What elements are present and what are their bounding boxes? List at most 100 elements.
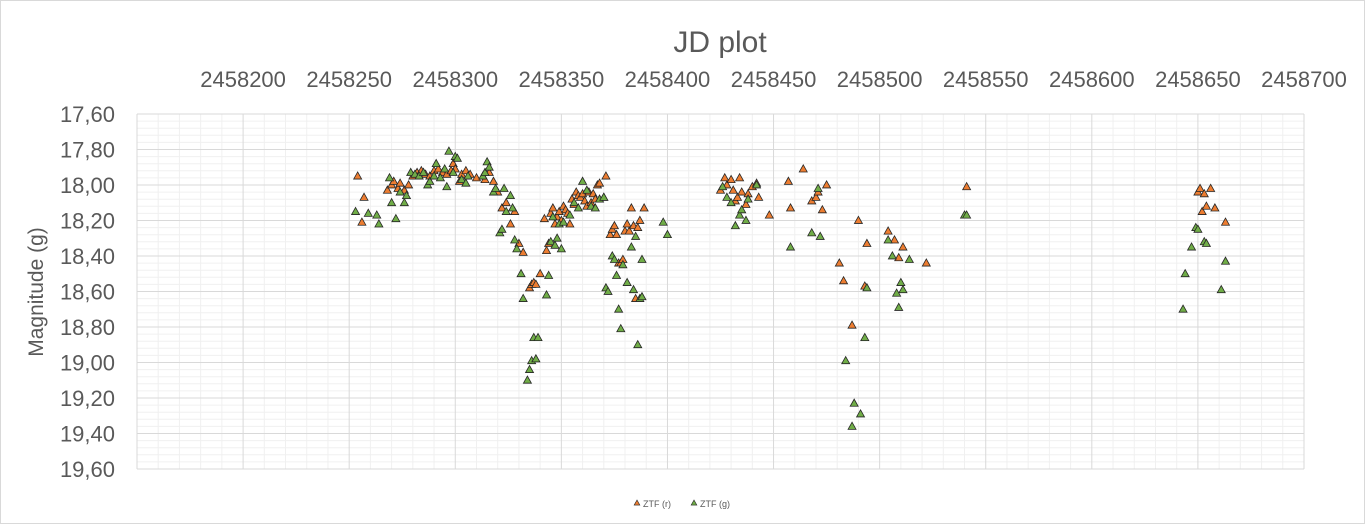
- data-point: [399, 197, 410, 207]
- data-point: [522, 375, 533, 384]
- data-point: [418, 167, 429, 176]
- data-point: [573, 203, 584, 212]
- data-point: [501, 197, 511, 207]
- data-point: [1220, 256, 1231, 265]
- data-point: [658, 217, 668, 226]
- data-point: [732, 192, 743, 201]
- legend-label: ZTF (g): [700, 499, 730, 509]
- data-point: [439, 164, 450, 173]
- data-point: [359, 192, 369, 201]
- data-point: [883, 235, 893, 244]
- data-point: [510, 235, 520, 244]
- data-point: [961, 210, 972, 219]
- data-point: [444, 146, 454, 155]
- data-point: [401, 190, 412, 199]
- data-point: [535, 268, 545, 278]
- data-point: [1205, 183, 1216, 192]
- data-point: [764, 210, 774, 219]
- data-point: [838, 275, 849, 285]
- data-point: [720, 172, 730, 182]
- data-point: [497, 203, 507, 212]
- data-point: [741, 215, 751, 224]
- data-point: [499, 183, 509, 192]
- data-point: [541, 245, 552, 255]
- data-point: [1210, 203, 1220, 212]
- data-point: [391, 213, 401, 223]
- data-point: [442, 181, 452, 191]
- x-tick-label: 2458250: [306, 67, 392, 92]
- series-ztf-g: [350, 146, 1231, 430]
- data-point: [813, 183, 823, 192]
- data-point: [1201, 238, 1212, 247]
- x-tick-label: 2458550: [943, 67, 1029, 92]
- data-point: [531, 279, 541, 288]
- data-point: [569, 197, 579, 207]
- data-point: [582, 185, 592, 194]
- x-tick-label: 2458500: [837, 67, 923, 92]
- data-point: [855, 408, 866, 418]
- data-point: [853, 215, 864, 224]
- data-point: [662, 229, 673, 239]
- data-point: [505, 190, 516, 199]
- data-point: [425, 176, 435, 185]
- data-point: [1178, 304, 1188, 313]
- data-point: [961, 181, 972, 191]
- data-point: [834, 258, 844, 267]
- data-point: [429, 171, 439, 180]
- data-point: [490, 183, 501, 192]
- y-tick-label: 18,20: [60, 209, 115, 234]
- x-tick-label: 2458450: [731, 67, 817, 92]
- data-point: [726, 197, 736, 207]
- data-point: [543, 270, 554, 279]
- data-point: [448, 167, 458, 176]
- data-point: [741, 199, 751, 208]
- data-point: [531, 353, 541, 363]
- data-point: [894, 302, 904, 311]
- data-point: [507, 203, 518, 212]
- data-point: [1193, 224, 1203, 233]
- data-point: [728, 185, 738, 194]
- data-point: [461, 178, 471, 187]
- data-point: [815, 231, 825, 240]
- y-tick-label: 17,80: [60, 138, 115, 163]
- x-tick-label: 2458400: [625, 67, 711, 92]
- x-tick-label: 2458700: [1261, 67, 1347, 92]
- data-point: [743, 194, 753, 203]
- data-point: [1199, 188, 1209, 198]
- data-point: [633, 222, 643, 231]
- data-point: [452, 153, 463, 162]
- data-point: [613, 304, 624, 313]
- legend-marker: [633, 499, 641, 506]
- x-tick-label: 2458650: [1155, 67, 1241, 92]
- data-point: [847, 421, 857, 430]
- data-point: [512, 243, 522, 253]
- data-point: [626, 242, 637, 251]
- data-point: [548, 203, 558, 212]
- data-point: [1201, 201, 1212, 210]
- data-point: [372, 210, 382, 219]
- data-point: [1195, 183, 1205, 192]
- data-point: [737, 204, 747, 214]
- data-point: [616, 323, 626, 333]
- y-tick-label: 19,00: [60, 351, 115, 376]
- data-point: [894, 252, 904, 262]
- data-point: [433, 164, 443, 173]
- plot-area: 17,60 17,80 18,00 18,20 18,40 18,60 18,80 19,00…: [60, 67, 1347, 482]
- data-point: [550, 240, 560, 249]
- data-point: [726, 174, 736, 184]
- data-point: [722, 192, 732, 201]
- y-tick-label: 18,40: [60, 244, 115, 269]
- data-point: [577, 176, 588, 185]
- data-point: [622, 277, 632, 286]
- y-tick-label: 19,20: [60, 386, 115, 411]
- data-point: [558, 217, 569, 226]
- data-point: [556, 243, 567, 253]
- data-point: [352, 171, 363, 180]
- data-point: [505, 219, 516, 228]
- data-point: [904, 254, 915, 263]
- data-point: [552, 233, 562, 242]
- data-point: [862, 282, 872, 292]
- data-point: [497, 224, 507, 233]
- data-point: [516, 268, 526, 278]
